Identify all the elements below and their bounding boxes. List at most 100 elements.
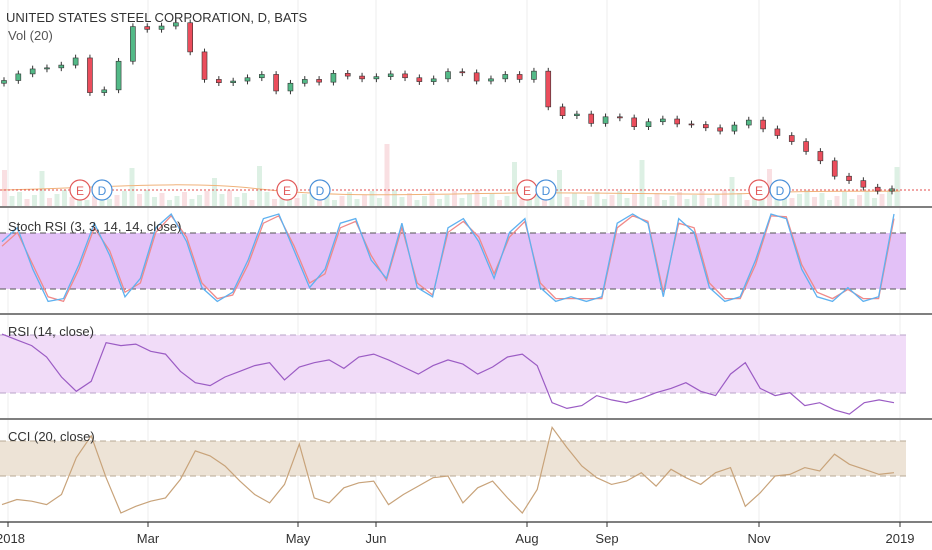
- candle: [559, 106, 566, 117]
- candle: [602, 116, 609, 124]
- candle: [187, 22, 193, 53]
- volume-bar: [414, 200, 420, 206]
- volume-bar: [827, 200, 832, 206]
- candle: [846, 175, 852, 181]
- dividend-marker[interactable]: D: [769, 179, 791, 201]
- volume-bar: [429, 192, 435, 206]
- earnings-marker[interactable]: E: [69, 179, 91, 201]
- rsi-pane[interactable]: RSI (14, close): [0, 315, 906, 418]
- volume-bar: [692, 195, 697, 206]
- candle: [817, 151, 824, 162]
- volume-bar: [347, 192, 352, 206]
- candle: [130, 26, 136, 62]
- volume-bar: [24, 199, 30, 206]
- volume-bar: [579, 200, 585, 206]
- time-label: Mar: [137, 531, 160, 546]
- volume-bar: [152, 197, 157, 206]
- volume-bar: [47, 198, 52, 206]
- candle: [416, 77, 423, 82]
- dividend-marker[interactable]: D: [91, 179, 113, 201]
- volume-bar: [624, 198, 630, 206]
- time-label: 2018: [0, 531, 25, 546]
- volume-bar: [669, 196, 675, 206]
- stoch-d-line: [1, 214, 895, 303]
- volume-bar: [542, 198, 547, 206]
- earnings-marker[interactable]: E: [516, 179, 538, 201]
- volume-bar: [369, 191, 375, 206]
- stoch-title: Stoch RSI (3, 3, 14, 14, close): [8, 219, 181, 234]
- volume-bar: [557, 170, 562, 206]
- candle: [745, 119, 752, 126]
- candle: [359, 75, 365, 80]
- candle: [287, 82, 294, 92]
- volume-bar: [122, 191, 127, 206]
- volume-bar: [242, 193, 247, 206]
- candle: [387, 73, 394, 77]
- rsi-line: [1, 333, 895, 415]
- earnings-marker[interactable]: E: [748, 179, 770, 201]
- candle: [58, 64, 65, 69]
- dividend-circle: [535, 179, 557, 201]
- volume-bar: [332, 200, 337, 206]
- candle: [516, 74, 523, 80]
- volume-bar: [572, 193, 577, 206]
- dividend-circle: [91, 179, 113, 201]
- volume-bar: [594, 192, 600, 206]
- volume-bar: [212, 178, 217, 206]
- candle: [430, 78, 437, 82]
- candle: [688, 123, 695, 126]
- cci-pane[interactable]: CCI (20, close): [0, 420, 906, 521]
- volume-bar: [512, 162, 517, 206]
- volume-bar: [467, 194, 472, 206]
- candle: [645, 121, 652, 127]
- candle: [173, 22, 179, 27]
- candle: [502, 74, 509, 80]
- volume-bar: [54, 194, 60, 206]
- dividend-circle: [309, 179, 331, 201]
- candle: [373, 76, 380, 80]
- volume-bar: [354, 199, 360, 206]
- dividend-letter: D: [776, 184, 785, 198]
- earnings-letter: E: [76, 184, 84, 198]
- volume-bar: [17, 192, 22, 206]
- time-label: Sep: [595, 531, 618, 546]
- volume-bar: [234, 197, 240, 206]
- volume-bar: [699, 191, 705, 206]
- price-grid: [7, 0, 901, 206]
- candle: [860, 180, 867, 188]
- volume-bar: [309, 190, 315, 206]
- time-axis[interactable]: 2018 Mar May Jun Aug Sep Nov 2019: [0, 522, 914, 546]
- volume-bar: [489, 193, 495, 206]
- volume-bar: [879, 194, 885, 206]
- stoch-rsi-pane[interactable]: Stoch RSI (3, 3, 14, 14, close): [0, 208, 906, 313]
- volume-bar: [609, 195, 615, 206]
- volume-bar: [377, 198, 382, 206]
- volume-bar: [864, 191, 870, 206]
- dividend-circle: [769, 179, 791, 201]
- dividend-marker[interactable]: D: [309, 179, 331, 201]
- volume-bar: [137, 194, 142, 206]
- candle: [660, 118, 666, 123]
- candle: [87, 57, 93, 93]
- time-label: 2019: [886, 531, 915, 546]
- dividend-marker[interactable]: D: [535, 179, 557, 201]
- candle: [731, 124, 738, 132]
- volume-bar: [797, 194, 802, 206]
- volume-bar: [639, 160, 645, 206]
- volume-bar: [302, 194, 307, 206]
- volume-bar: [317, 197, 322, 206]
- volume-bar: [767, 169, 772, 206]
- volume-bar: [9, 196, 15, 206]
- volume-bar: [677, 192, 682, 206]
- volume-bar: [707, 198, 712, 206]
- earnings-marker[interactable]: E: [276, 179, 298, 201]
- volume-bar: [482, 197, 487, 206]
- volume-bar: [842, 192, 847, 206]
- volume-bar: [834, 196, 840, 206]
- earnings-letter: E: [755, 184, 763, 198]
- dividend-letter: D: [316, 184, 325, 198]
- volume-bar: [894, 167, 900, 206]
